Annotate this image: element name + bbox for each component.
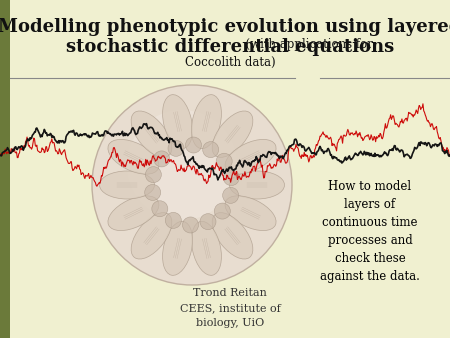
Circle shape xyxy=(200,214,216,230)
Ellipse shape xyxy=(99,171,154,199)
Circle shape xyxy=(92,85,292,285)
Circle shape xyxy=(202,142,219,158)
Circle shape xyxy=(145,167,162,183)
Ellipse shape xyxy=(192,95,221,149)
Ellipse shape xyxy=(108,140,159,174)
Ellipse shape xyxy=(212,111,253,158)
Text: (with applications for: (with applications for xyxy=(88,38,373,51)
Ellipse shape xyxy=(131,111,172,158)
Ellipse shape xyxy=(225,196,276,231)
Circle shape xyxy=(165,212,181,228)
Ellipse shape xyxy=(162,95,193,149)
Circle shape xyxy=(145,185,161,200)
Text: Coccolith data): Coccolith data) xyxy=(184,56,275,69)
Bar xyxy=(0,0,10,338)
Circle shape xyxy=(185,137,202,153)
Text: Trond Reitan
CEES, institute of
biology, UiO: Trond Reitan CEES, institute of biology,… xyxy=(180,288,280,328)
Circle shape xyxy=(127,110,237,220)
Ellipse shape xyxy=(192,221,221,275)
Ellipse shape xyxy=(225,140,276,174)
Circle shape xyxy=(152,201,168,217)
Circle shape xyxy=(214,203,230,219)
Text: Modelling phenotypic evolution using layered: Modelling phenotypic evolution using lay… xyxy=(0,18,450,36)
Ellipse shape xyxy=(108,196,159,231)
Ellipse shape xyxy=(162,221,193,275)
Text: stochastic differential equations: stochastic differential equations xyxy=(66,38,394,56)
Circle shape xyxy=(154,151,170,167)
Circle shape xyxy=(168,140,184,156)
Circle shape xyxy=(216,153,232,169)
Circle shape xyxy=(183,217,198,233)
Text: How to model
layers of
continuous time
processes and
check these
against the dat: How to model layers of continuous time p… xyxy=(320,180,420,283)
Circle shape xyxy=(223,170,239,186)
Ellipse shape xyxy=(131,213,172,259)
Ellipse shape xyxy=(212,213,253,259)
Ellipse shape xyxy=(230,171,284,199)
Circle shape xyxy=(223,187,238,203)
